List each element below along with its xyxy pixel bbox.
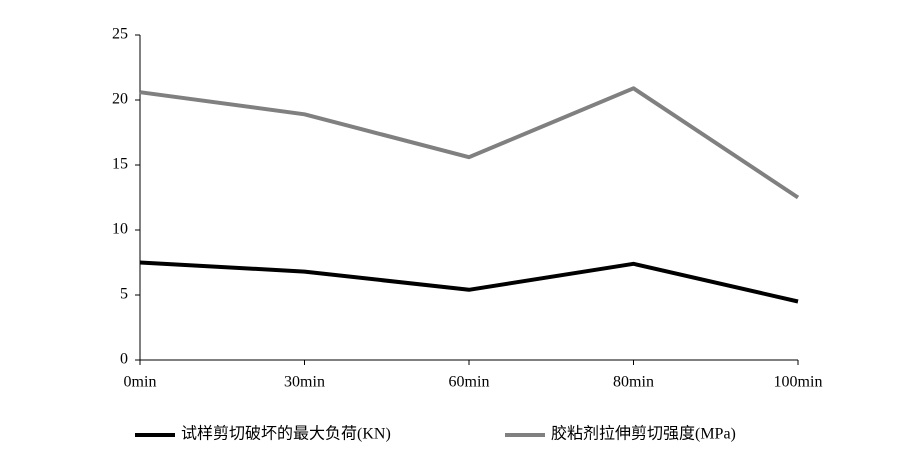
series-line xyxy=(139,86,800,200)
y-tick-label: 10 xyxy=(112,221,128,238)
y-tick-label: 5 xyxy=(120,286,128,303)
legend-label: 胶粘剂拉伸剪切强度(MPa) xyxy=(551,425,736,443)
x-tick-label: 0min xyxy=(124,374,157,391)
x-tick-label: 80min xyxy=(613,374,654,391)
series-line xyxy=(139,260,799,304)
y-tick-label: 0 xyxy=(120,351,128,368)
y-tick-label: 15 xyxy=(112,156,128,173)
legend-label: 试样剪切破坏的最大负荷(KN) xyxy=(181,425,391,443)
x-tick-label: 30min xyxy=(284,374,325,391)
x-tick-label: 60min xyxy=(449,374,490,391)
x-tick-label: 100min xyxy=(774,374,823,391)
y-tick-label: 20 xyxy=(112,91,128,108)
y-tick-label: 25 xyxy=(112,26,128,43)
